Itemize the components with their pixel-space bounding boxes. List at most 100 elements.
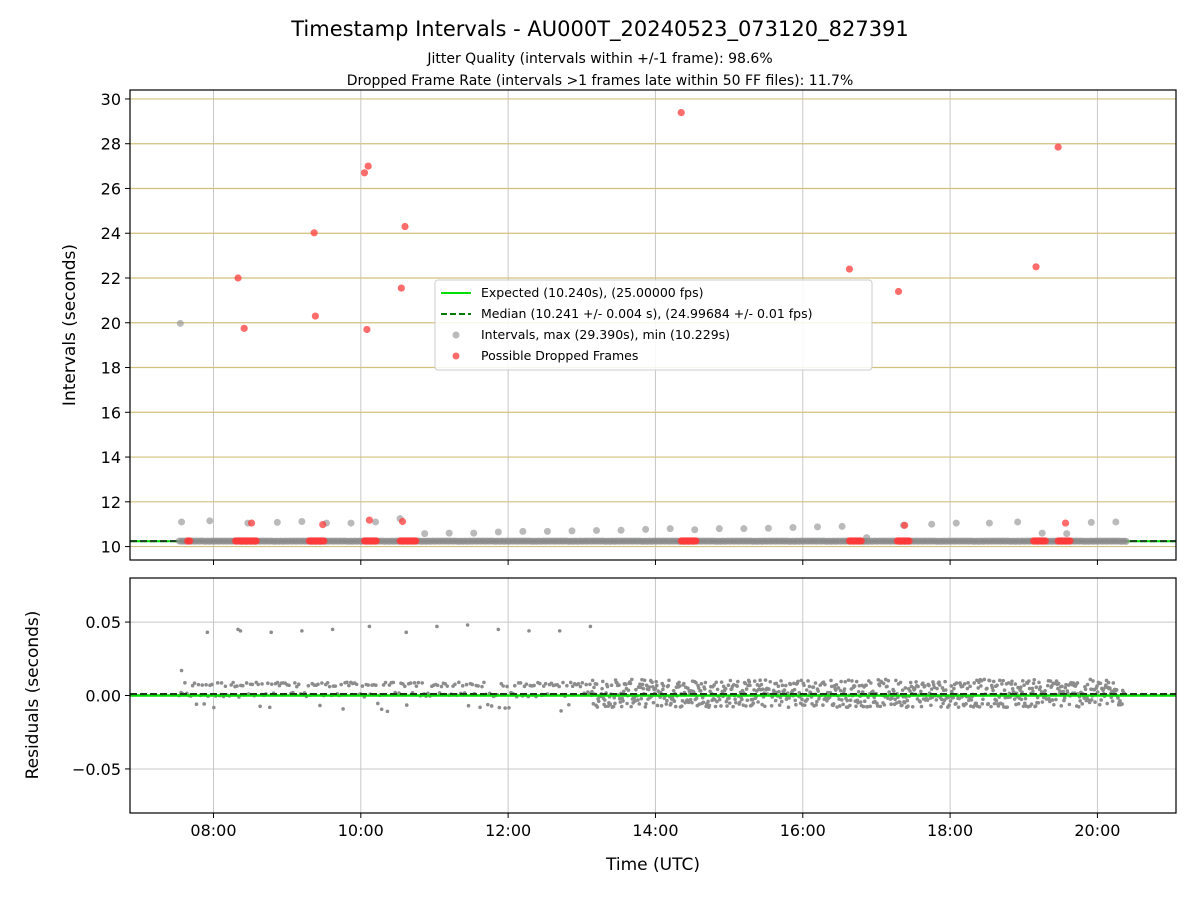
residual-point (266, 681, 270, 685)
residual-point (774, 699, 778, 703)
chart-subtitle-dropped: Dropped Frame Rate (intervals >1 frames … (347, 73, 854, 89)
residual-point (815, 700, 819, 704)
residual-point (718, 698, 722, 702)
dropped-frame-point (1032, 263, 1039, 270)
residual-point (650, 681, 654, 685)
residual-point (943, 680, 947, 684)
residual-point (1111, 699, 1115, 703)
residual-point (339, 683, 343, 687)
residual-point (733, 697, 737, 701)
residual-point (859, 700, 863, 704)
residual-point (620, 705, 624, 709)
residual-point (579, 685, 583, 689)
residual-point (538, 682, 542, 686)
legend-dropped-swatch (453, 353, 460, 360)
residual-point (674, 705, 678, 709)
residuals-y-ticks: 0.050.00−0.05 (72, 613, 130, 779)
residual-point (466, 623, 470, 627)
residual-point (869, 681, 873, 685)
residual-point (923, 684, 927, 688)
residual-point (665, 699, 669, 703)
residual-point (256, 683, 260, 687)
residual-point (906, 699, 910, 703)
residual-point (756, 700, 760, 704)
residual-point (457, 681, 461, 685)
residual-point (939, 705, 943, 709)
dropped-frame-point (253, 537, 260, 544)
residual-point (714, 680, 718, 684)
residual-point (326, 681, 330, 685)
legend-median-label: Median (10.241 +/- 0.004 s), (24.99684 +… (481, 306, 812, 321)
intervals-y-tick-label: 28 (101, 135, 121, 154)
residual-point (624, 683, 628, 687)
residual-point (699, 689, 703, 693)
residual-point (995, 699, 999, 703)
residual-point (1027, 679, 1031, 683)
residual-point (821, 703, 825, 707)
residual-point (559, 709, 563, 713)
dropped-frame-point (186, 537, 193, 544)
residual-point (673, 699, 677, 703)
residual-point (845, 699, 849, 703)
residual-point (841, 702, 845, 706)
residual-point (854, 705, 858, 709)
residual-point (978, 705, 982, 709)
interval-point (470, 530, 477, 537)
residual-point (843, 680, 847, 684)
residual-point (355, 683, 359, 687)
interval-point (177, 320, 184, 327)
residual-point (850, 679, 854, 683)
interval-point (716, 525, 723, 532)
residual-point (465, 683, 469, 687)
residual-point (610, 683, 614, 687)
residual-point (753, 679, 757, 683)
residual-point (1090, 698, 1094, 702)
residual-point (347, 684, 351, 688)
residual-point (307, 684, 311, 688)
intervals-y-tick-label: 20 (101, 314, 121, 333)
residual-point (1010, 679, 1014, 683)
residual-point (868, 705, 872, 709)
residual-point (779, 679, 783, 683)
residual-point (224, 684, 228, 688)
residual-point (764, 678, 768, 682)
interval-point (953, 520, 960, 527)
residual-point (467, 704, 471, 708)
residual-point (731, 705, 735, 709)
residual-point (700, 682, 704, 686)
interval-point (1014, 518, 1021, 525)
residual-point (1046, 684, 1050, 688)
residual-point (1078, 699, 1082, 703)
residual-point (979, 684, 983, 688)
residual-point (486, 703, 490, 707)
residual-point (878, 684, 882, 688)
residual-point (816, 689, 820, 693)
interval-point (568, 527, 575, 534)
residual-point (1037, 681, 1041, 685)
dropped-frame-point (234, 274, 241, 281)
residual-point (847, 678, 851, 682)
interval-point (1112, 518, 1119, 525)
residual-point (993, 702, 997, 706)
residuals-y-tick-label: −0.05 (72, 760, 121, 779)
residual-point (1064, 686, 1068, 690)
residual-point (950, 690, 954, 694)
residual-point (985, 687, 989, 691)
x-tick-label: 18:00 (927, 821, 973, 840)
residual-point (989, 705, 993, 709)
residual-point (644, 705, 648, 709)
residual-point (853, 684, 857, 688)
residual-point (995, 683, 999, 687)
residual-point (680, 704, 684, 708)
residual-point (952, 687, 956, 691)
residual-point (1034, 704, 1038, 708)
residual-point (840, 698, 844, 702)
residual-point (949, 684, 953, 688)
residual-point (800, 679, 804, 683)
residual-point (666, 684, 670, 688)
residual-point (643, 678, 647, 682)
residual-point (944, 688, 948, 692)
